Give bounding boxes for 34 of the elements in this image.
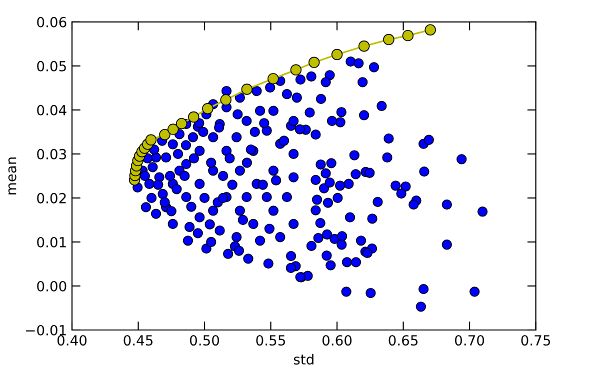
x-axis-title: std [294,354,314,365]
point [290,64,302,76]
y-tick-label: 0.03 [37,148,66,160]
x-tick-label: 0.65 [388,335,418,346]
point [167,124,179,135]
point [202,102,214,114]
x-tick-label: 0.50 [190,335,220,346]
point [188,111,200,123]
point [220,94,232,106]
y-tick-label: 0.04 [37,104,66,116]
y-tick-label: −0.01 [26,324,66,336]
point [358,40,370,52]
point [308,56,320,68]
y-tick-label: 0.06 [37,16,66,28]
x-tick-label: 0.70 [454,335,484,346]
x-tick-label: 0.40 [57,335,87,346]
point [424,24,436,36]
y-tick-label: 0.01 [37,236,66,248]
point [383,34,394,46]
y-axis-title: mean [8,157,16,194]
point [241,84,253,95]
x-tick-label: 0.55 [256,335,286,346]
point [159,128,170,140]
point [145,134,157,146]
y-tick-label: 0.02 [37,192,66,204]
point [268,73,279,84]
x-tick-label: 0.75 [521,335,550,346]
x-tick-label: 0.45 [124,335,153,346]
point [331,48,343,60]
point [176,118,188,130]
y-tick-label: 0.05 [37,60,66,72]
point [402,30,414,42]
y-tick-label: 0.00 [37,280,66,292]
x-tick-label: 0.60 [322,335,352,346]
